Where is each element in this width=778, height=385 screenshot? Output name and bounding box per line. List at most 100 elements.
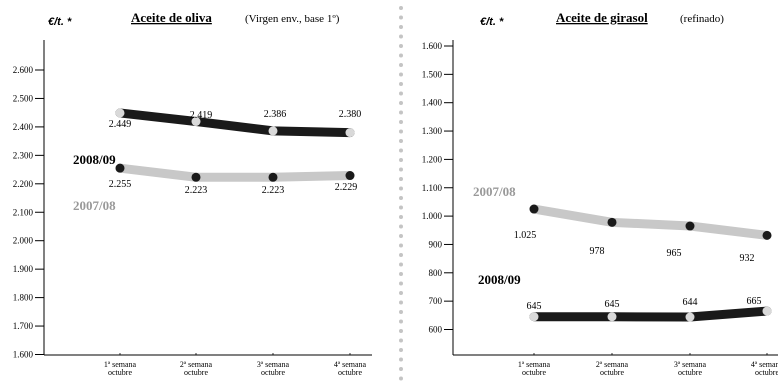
- panel-divider: [399, 6, 403, 381]
- y-tick-label: 2.400: [13, 122, 34, 132]
- y-tick-label: 1.900: [13, 264, 34, 274]
- divider-dot: [399, 215, 403, 219]
- divider-dot: [399, 262, 403, 267]
- x-tick-label: 4ª semana: [334, 360, 367, 369]
- data-label: 2.223: [262, 185, 285, 196]
- chart-subtitle: (Virgen env., base 1º): [245, 13, 340, 25]
- divider-dot: [399, 281, 403, 286]
- divider-dot: [399, 167, 403, 172]
- data-point: [685, 312, 695, 322]
- x-tick-label: 4ª semana: [751, 360, 778, 369]
- data-point: [345, 128, 355, 138]
- data-point: [191, 116, 201, 126]
- data-label: 978: [590, 246, 605, 257]
- y-tick-label: 2.100: [13, 207, 34, 217]
- divider-dot: [399, 101, 403, 105]
- y-tick-label: 1.400: [422, 98, 443, 108]
- divider-dot: [399, 148, 403, 153]
- series-name-label: 2007/08: [473, 184, 516, 199]
- divider-dot: [399, 348, 403, 352]
- data-label: 2.380: [339, 109, 362, 120]
- y-tick-label: 2.500: [13, 93, 34, 103]
- x-tick-label: 3ª semana: [257, 360, 290, 369]
- series-name-label: 2008/09: [478, 272, 521, 287]
- divider-dot: [399, 72, 403, 77]
- series-2007-08: 2.255 2.223 2.223 2.229 2007/08: [73, 163, 358, 213]
- y-tick-label: 1.600: [422, 41, 443, 51]
- divider-dot: [399, 243, 403, 248]
- divider-dot: [399, 186, 403, 191]
- divider-dot: [399, 139, 403, 143]
- data-point: [268, 126, 278, 136]
- y-tick-label: 1.200: [422, 154, 443, 164]
- divider-dot: [399, 357, 403, 362]
- y-tick-label: 1.000: [422, 211, 443, 221]
- data-label: 2.449: [109, 119, 132, 130]
- divider-dot: [399, 224, 403, 229]
- x-tick-label: 2ª semana: [596, 360, 629, 369]
- divider-dot: [399, 329, 403, 333]
- chart-title: Aceite de girasol: [556, 10, 648, 25]
- divider-dot: [399, 91, 403, 96]
- divider-dot: [399, 34, 403, 39]
- divider-dot: [399, 15, 403, 20]
- series-line: [115, 108, 355, 138]
- data-label: 2.386: [264, 109, 287, 120]
- series-name-label: 2007/08: [73, 198, 116, 213]
- data-label: 645: [527, 301, 542, 312]
- series-2007-08: 1.025 978 965 932 2007/08: [473, 184, 772, 264]
- chart-panel-2: €/t. * Aceite de girasol (refinado) 600 700 8…: [422, 10, 778, 377]
- x-tick-label: 1ª semana: [104, 360, 137, 369]
- x-tick-label: 2ª semana: [180, 360, 213, 369]
- divider-dot: [399, 310, 403, 314]
- data-label: 1.025: [514, 230, 537, 241]
- y-tick-label: 2.300: [13, 150, 34, 160]
- data-point: [345, 171, 355, 181]
- data-point: [115, 163, 125, 173]
- y-tick-label: 1.100: [422, 183, 443, 193]
- y-tick-label: 1.300: [422, 126, 443, 136]
- divider-dot: [399, 63, 403, 67]
- data-point: [685, 221, 695, 231]
- data-label: 932: [740, 253, 755, 264]
- divider-dot: [399, 367, 403, 371]
- data-point: [115, 108, 125, 118]
- x-tick-label: octubre: [522, 368, 546, 377]
- data-label: 2.419: [190, 110, 213, 121]
- data-label: 965: [667, 248, 682, 259]
- series-2008-09: 645 645 644 665 2008/09: [478, 272, 772, 322]
- series-2008-09: 2.449 2.419 2.386 2.380 2008/09: [73, 108, 361, 167]
- x-tick-label: octubre: [600, 368, 624, 377]
- y-tick-label: 2.000: [13, 236, 34, 246]
- chart-panel-1: €/t. * Aceite de oliva (Virgen env., base …: [13, 10, 372, 377]
- chart-subtitle: (refinado): [680, 13, 724, 25]
- x-tick-label: octubre: [755, 368, 778, 377]
- divider-dot: [399, 234, 403, 238]
- data-point: [607, 312, 617, 322]
- y-tick-label: 2.200: [13, 179, 34, 189]
- series-name-label: 2008/09: [73, 152, 116, 167]
- chart-title: Aceite de oliva: [131, 10, 212, 25]
- divider-dot: [399, 129, 403, 134]
- y-tick-label: 700: [429, 296, 443, 306]
- divider-dot: [399, 158, 403, 162]
- x-tick-label: 3ª semana: [674, 360, 707, 369]
- data-label: 645: [605, 299, 620, 310]
- divider-dot: [399, 196, 403, 200]
- y-tick-label: 800: [429, 268, 443, 278]
- data-label: 2.229: [335, 182, 358, 193]
- divider-dot: [399, 376, 403, 381]
- y-tick-label: 2.600: [13, 65, 34, 75]
- data-point: [529, 312, 539, 322]
- y-tick-label: 1.700: [13, 321, 34, 331]
- data-point: [762, 306, 772, 316]
- data-label: 644: [683, 297, 698, 308]
- series-line: [529, 204, 772, 240]
- unit-label: €/t. *: [48, 16, 72, 28]
- y-tick-label: 600: [429, 325, 443, 335]
- x-tick-label: octubre: [108, 368, 132, 377]
- series-line: [529, 306, 772, 322]
- data-label: 2.255: [109, 179, 132, 190]
- data-point: [191, 172, 201, 182]
